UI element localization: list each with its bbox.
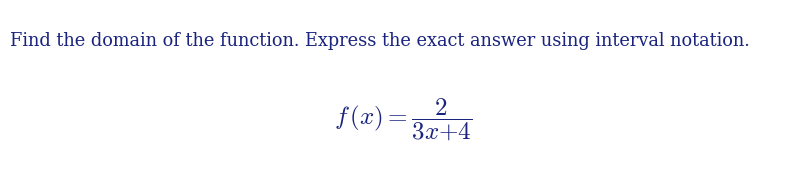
- Text: Find the domain of the function. Express the exact answer using interval notatio: Find the domain of the function. Express…: [10, 32, 750, 50]
- Text: $f\,(x) = \dfrac{2}{3x{+}4}$: $f\,(x) = \dfrac{2}{3x{+}4}$: [334, 96, 473, 143]
